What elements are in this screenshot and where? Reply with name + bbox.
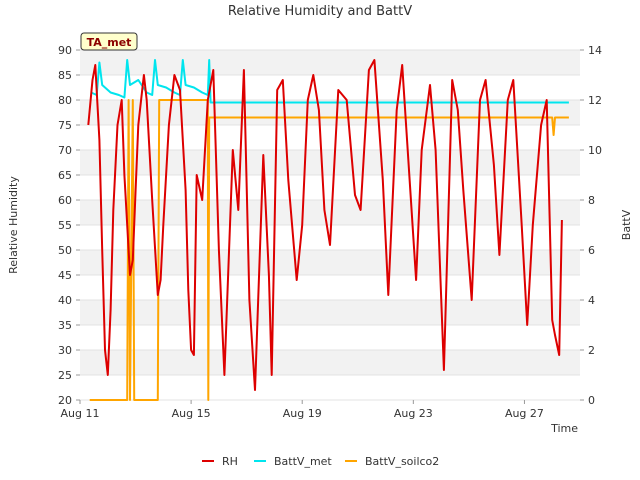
y2-tick-label: 8: [588, 194, 595, 207]
annotation-badge: TA_met: [80, 32, 138, 51]
y-tick-label: 30: [58, 344, 72, 357]
legend-label: BattV_soilco2: [365, 455, 439, 468]
y-tick-label: 70: [58, 144, 72, 157]
plot-band: [80, 375, 580, 400]
y2-axis-label: BattV: [620, 209, 633, 240]
y2-tick-label: 2: [588, 344, 595, 357]
y-tick-label: 65: [58, 169, 72, 182]
legend-label: RH: [222, 455, 238, 468]
y-axis-ticks: 20 25 30 35 40 45 50 55 60 65 70 75 80 85 90: [58, 44, 80, 407]
series-lines: [87, 59, 569, 401]
chart-title: Relative Humidity and BattV: [228, 4, 412, 19]
y-tick-label: 50: [58, 244, 72, 257]
plot-band: [80, 125, 580, 150]
legend: RH BattV_met BattV_soilco2: [202, 455, 439, 468]
plot-band: [80, 100, 580, 125]
y-tick-label: 85: [58, 69, 72, 82]
plot-band: [80, 275, 580, 300]
annotation-label: TA_met: [87, 36, 132, 49]
y2-tick-label: 12: [588, 94, 602, 107]
y2-tick-label: 0: [588, 394, 595, 407]
plot-band: [80, 350, 580, 375]
x-tick-label: Aug 23: [394, 407, 433, 420]
y-tick-label: 90: [58, 44, 72, 57]
y-tick-label: 60: [58, 194, 72, 207]
x-tick-label: Aug 11: [61, 407, 100, 420]
plot-band: [80, 150, 580, 175]
y-tick-label: 55: [58, 219, 72, 232]
y-tick-label: 40: [58, 294, 72, 307]
y2-tick-label: 10: [588, 144, 602, 157]
legend-label: BattV_met: [274, 455, 332, 468]
plot-band: [80, 175, 580, 200]
y2-axis-ticks: 0 2 4 6 8 10 12 14: [580, 44, 602, 407]
y-tick-label: 35: [58, 319, 72, 332]
plot-bands: [80, 50, 580, 400]
y-tick-label: 45: [58, 269, 72, 282]
y-tick-label: 20: [58, 394, 72, 407]
y2-tick-label: 14: [588, 44, 602, 57]
series-line-rh: [87, 59, 563, 391]
y-tick-label: 25: [58, 369, 72, 382]
plot-band: [80, 250, 580, 275]
grid-lines: [80, 49, 580, 401]
y2-tick-label: 4: [588, 294, 595, 307]
plot-band: [80, 200, 580, 225]
x-tick-label: Aug 27: [505, 407, 544, 420]
plot-band: [80, 50, 580, 75]
x-tick-label: Aug 19: [283, 407, 322, 420]
plot-band: [80, 300, 580, 325]
y-tick-label: 75: [58, 119, 72, 132]
y2-tick-label: 6: [588, 244, 595, 257]
series-line-battv-soilco2: [89, 99, 569, 401]
y-tick-label: 80: [58, 94, 72, 107]
plot-band: [80, 75, 580, 100]
x-axis-label: Time: [550, 422, 578, 435]
x-axis-ticks: Aug 11 Aug 15 Aug 19 Aug 23 Aug 27: [61, 400, 544, 420]
y-axis-label: Relative Humidity: [7, 176, 20, 274]
x-tick-label: Aug 15: [172, 407, 211, 420]
plot-band: [80, 325, 580, 350]
series-line-battv-met: [90, 59, 569, 104]
